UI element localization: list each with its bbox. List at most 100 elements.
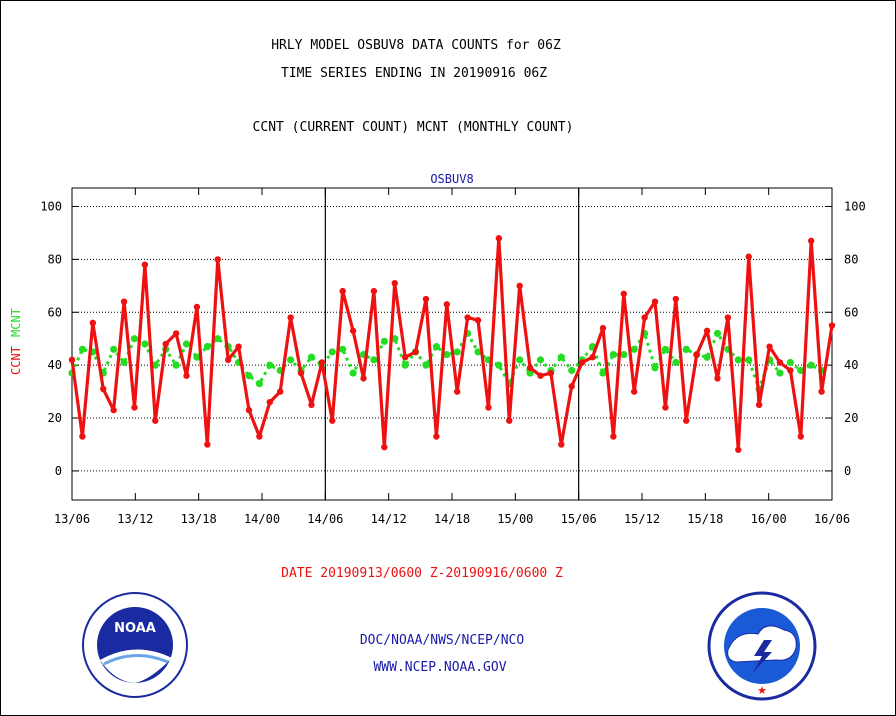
point-ccnt (620, 290, 627, 297)
point-ccnt (807, 237, 815, 245)
point-ccnt (204, 441, 211, 448)
point-ccnt (349, 327, 357, 334)
point-ccnt (610, 433, 617, 440)
x-tick-label: 14/00 (244, 512, 280, 526)
point-ccnt (683, 417, 690, 424)
point-mcnt (568, 366, 576, 375)
point-mcnt (526, 369, 534, 377)
y-tick-label-right: 60 (844, 305, 858, 319)
point-ccnt (828, 322, 836, 329)
x-tick-label: 13/18 (181, 512, 217, 526)
point-mcnt (443, 350, 451, 359)
y-label-mcnt: MCNT (9, 308, 23, 337)
point-mcnt (287, 356, 295, 364)
point-ccnt (568, 383, 575, 390)
point-mcnt (651, 364, 659, 372)
point-mcnt (172, 361, 180, 369)
point-mcnt (401, 361, 409, 369)
point-ccnt (443, 301, 450, 308)
point-mcnt (599, 369, 607, 377)
y-tick-labels: 0 0 20 20 40 40 60 60 80 80 100 100 (40, 200, 865, 478)
point-ccnt (412, 348, 419, 356)
point-ccnt (245, 406, 253, 414)
x-tick-label: 15/00 (497, 512, 533, 526)
point-ccnt (578, 359, 586, 366)
point-ccnt (745, 253, 752, 260)
point-mcnt (182, 340, 191, 348)
series-group (68, 235, 836, 453)
point-ccnt (495, 235, 503, 242)
point-ccnt (797, 433, 804, 440)
point-ccnt (485, 404, 492, 411)
point-ccnt (516, 282, 523, 290)
point-ccnt (672, 295, 680, 303)
x-tick-label: 16/00 (751, 512, 787, 526)
point-mcnt (130, 335, 139, 343)
x-tick-label: 13/06 (54, 512, 90, 526)
y-tick-label-right: 80 (844, 252, 858, 266)
point-mcnt (776, 369, 784, 377)
point-mcnt (682, 345, 690, 353)
point-mcnt (474, 348, 482, 356)
point-ccnt (651, 298, 659, 305)
svg-text:★: ★ (757, 684, 767, 697)
point-mcnt (245, 372, 253, 380)
point-ccnt (172, 330, 180, 337)
point-ccnt (214, 256, 221, 263)
point-ccnt (277, 388, 284, 395)
footer-url[interactable]: WWW.NCEP.NOAA.GOV (373, 660, 507, 675)
point-mcnt (630, 345, 638, 353)
y-tick-label-left: 0 (55, 464, 62, 478)
point-mcnt (703, 353, 711, 361)
point-mcnt (536, 356, 545, 364)
series-line-ccnt (70, 236, 834, 452)
chart-subtitle: CCNT (CURRENT COUNT) MCNT (MONTHLY COUNT… (252, 120, 574, 135)
point-ccnt (766, 343, 773, 350)
chart-title-line1: HRLY MODEL OSBUV8 DATA COUNTS for 06Z (271, 38, 561, 53)
point-mcnt (713, 329, 722, 338)
point-ccnt (329, 417, 336, 424)
point-ccnt (110, 406, 117, 414)
point-ccnt (401, 354, 409, 361)
point-mcnt (370, 356, 378, 364)
y-tick-label-left: 100 (40, 200, 62, 214)
point-ccnt (724, 314, 732, 321)
point-mcnt (620, 350, 628, 359)
point-ccnt (714, 375, 721, 382)
point-ccnt (152, 417, 159, 424)
y-tick-label-right: 20 (844, 411, 858, 425)
point-ccnt (693, 351, 700, 358)
point-ccnt (266, 398, 274, 406)
point-mcnt (734, 356, 742, 364)
date-range: DATE 20190913/0600 Z-20190916/0600 Z (281, 566, 563, 581)
x-tick-label: 16/06 (814, 512, 850, 526)
point-mcnt (110, 345, 118, 353)
point-ccnt (141, 261, 149, 268)
point-ccnt (433, 433, 440, 440)
point-ccnt (256, 433, 263, 440)
point-ccnt (735, 446, 742, 453)
point-ccnt (287, 314, 294, 321)
point-mcnt (339, 345, 347, 353)
point-mcnt (193, 353, 201, 361)
point-ccnt (454, 388, 461, 395)
point-mcnt (495, 361, 503, 369)
point-mcnt (391, 335, 399, 343)
chart-title-line2: TIME SERIES ENDING IN 20190916 06Z (280, 66, 548, 81)
point-ccnt (131, 404, 138, 411)
point-ccnt (381, 443, 388, 451)
point-ccnt (318, 359, 326, 366)
plot-label: OSBUV8 (430, 172, 474, 186)
point-mcnt (203, 343, 211, 351)
point-ccnt (537, 372, 544, 379)
y-label-ccnt: CCNT (9, 346, 23, 375)
y-tick-label-left: 20 (48, 411, 62, 425)
point-mcnt (255, 380, 263, 388)
point-mcnt (120, 358, 128, 367)
point-mcnt (328, 348, 336, 356)
point-mcnt (786, 358, 794, 367)
point-ccnt (703, 327, 711, 334)
point-ccnt (89, 319, 97, 327)
point-ccnt (120, 298, 128, 305)
point-mcnt (422, 361, 430, 369)
